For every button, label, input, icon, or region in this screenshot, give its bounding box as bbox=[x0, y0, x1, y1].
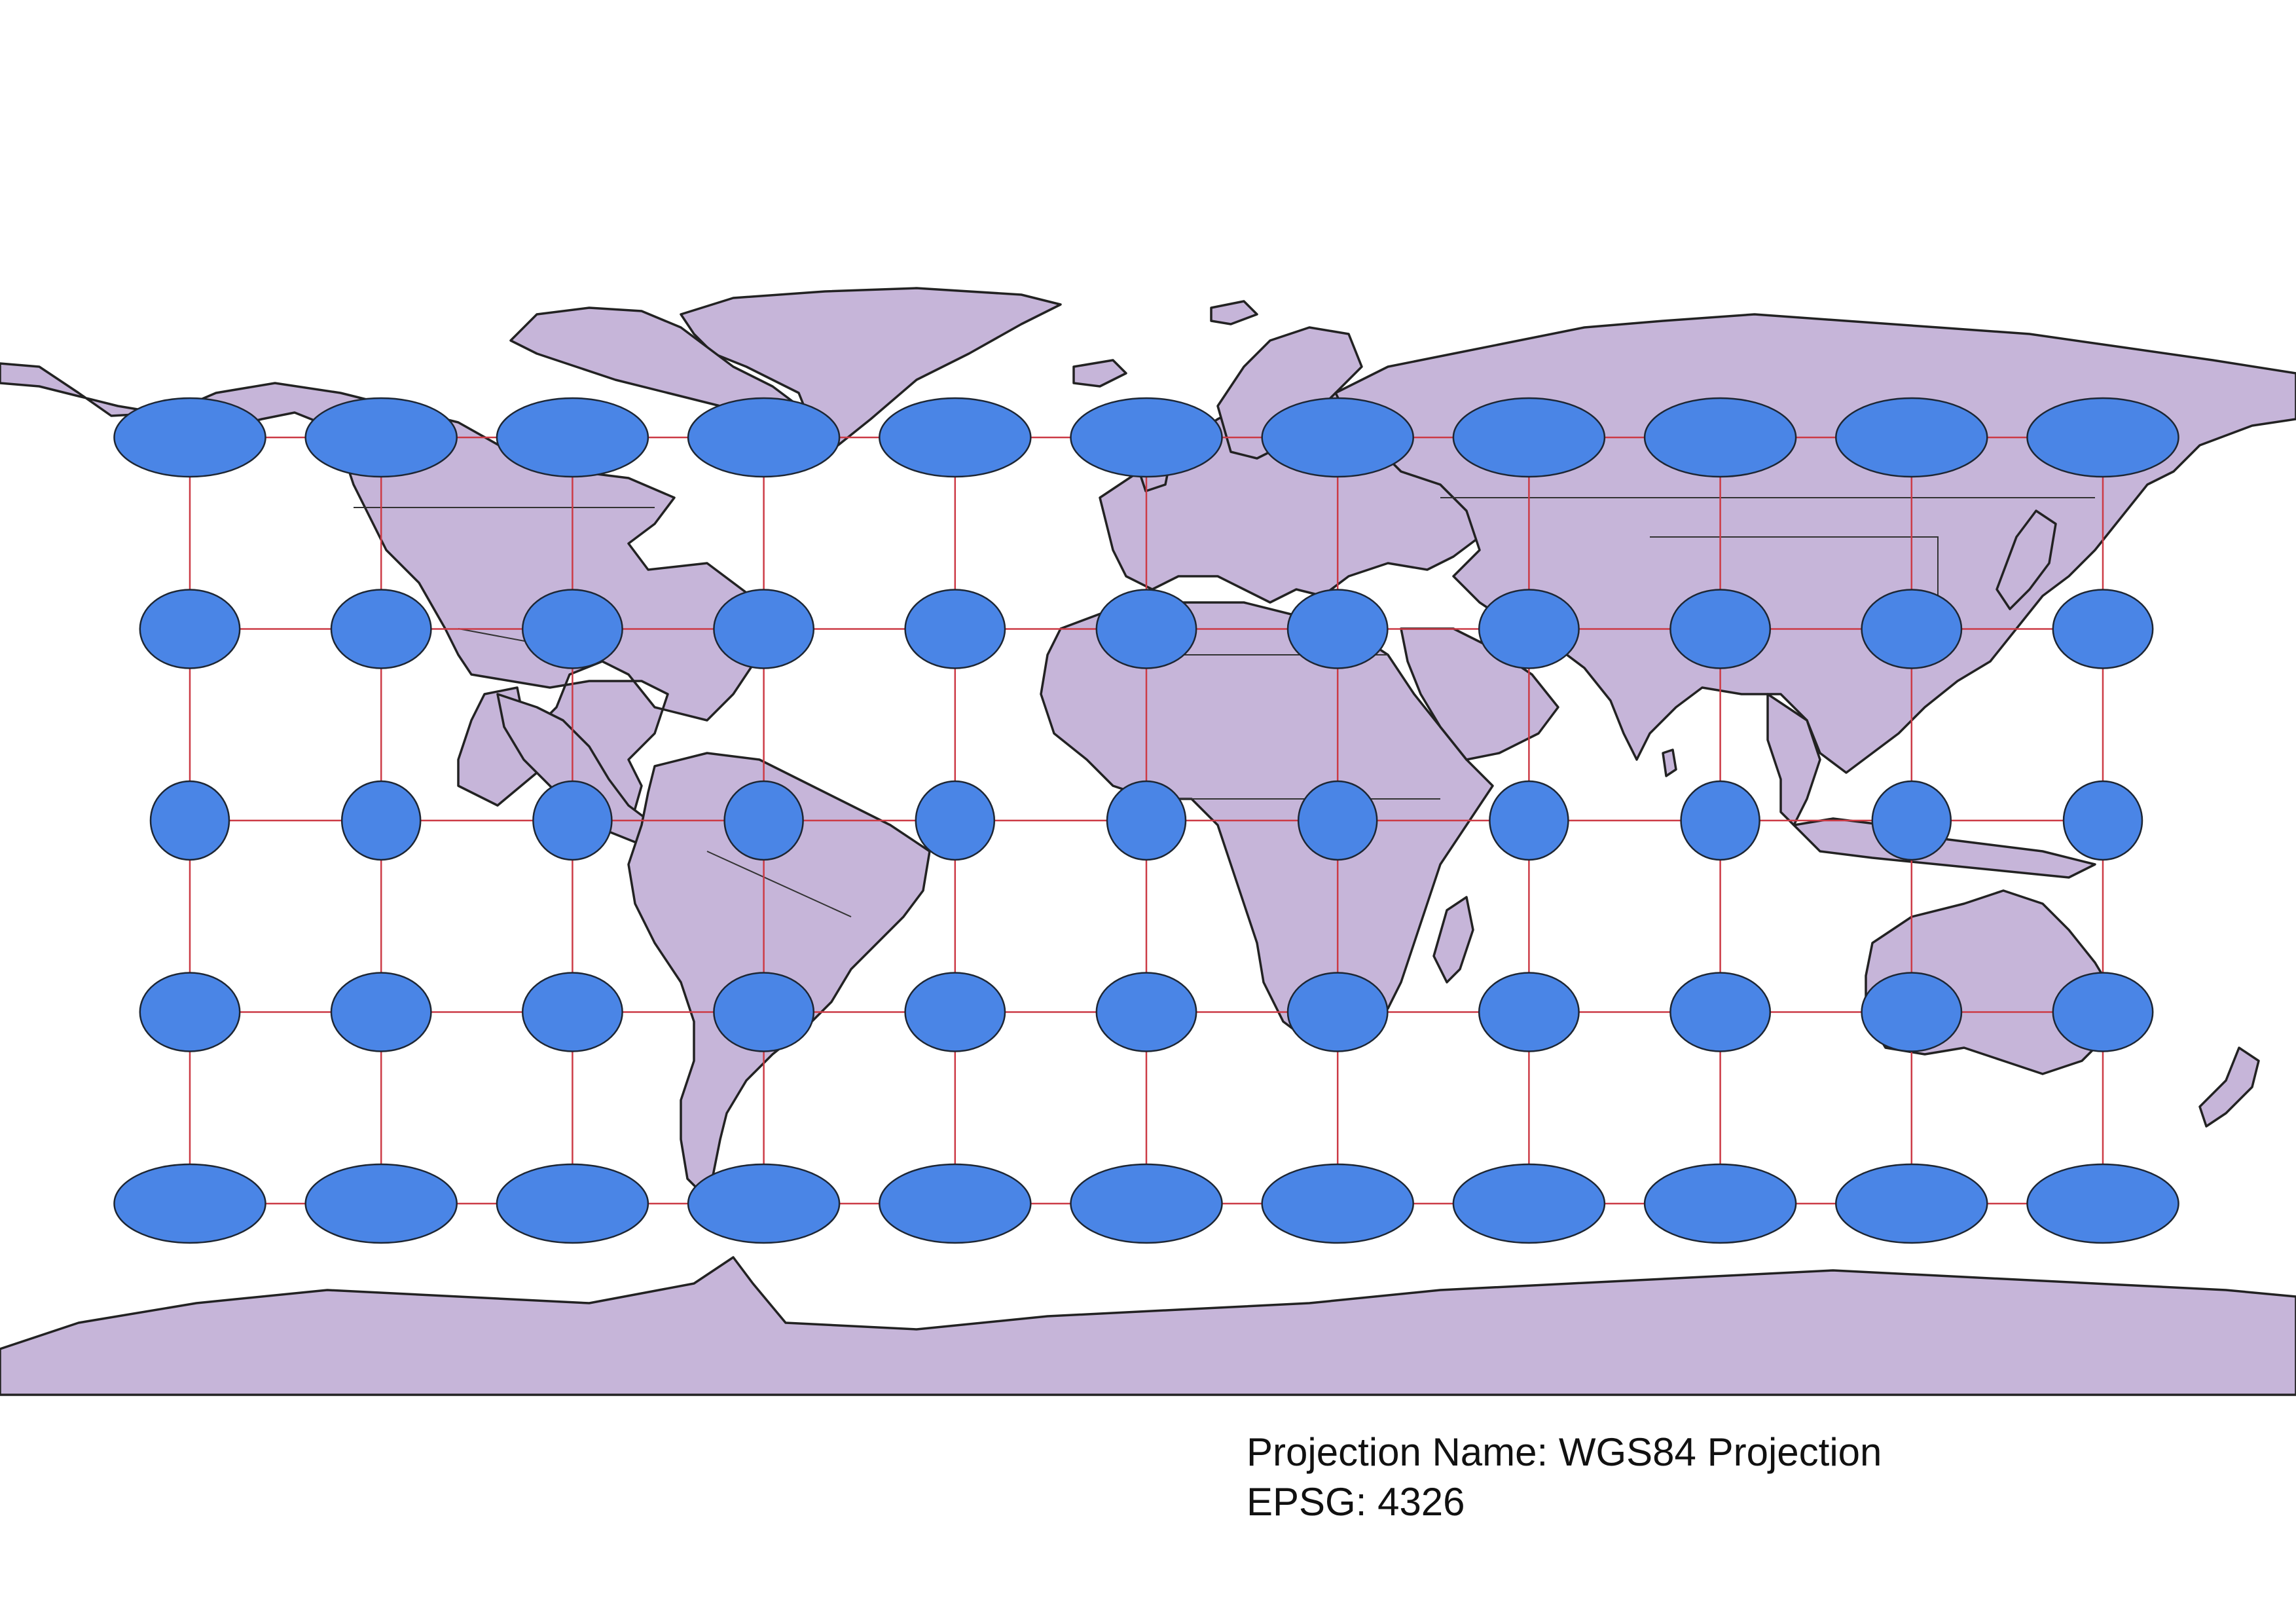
land-scandinavia bbox=[1216, 326, 1363, 460]
tissot-indicatrix bbox=[1861, 972, 1963, 1052]
border-south-america bbox=[706, 851, 852, 917]
tissot-indicatrix bbox=[1643, 397, 1797, 478]
tissot-indicatrix bbox=[496, 397, 649, 478]
tissot-indicatrix bbox=[532, 780, 613, 861]
tissot-indicatrix bbox=[1478, 589, 1580, 669]
tissot-indicatrix bbox=[139, 589, 241, 669]
epsg-code-label: EPSG: 4326 bbox=[1247, 1480, 1465, 1524]
tissot-indicatrix bbox=[304, 397, 458, 478]
tissot-indicatrix bbox=[713, 589, 815, 669]
tissot-indicatrix bbox=[1489, 780, 1569, 861]
tissot-indicatrix bbox=[1095, 589, 1197, 669]
tissot-indicatrix bbox=[2062, 780, 2143, 861]
tissot-indicatrix bbox=[1106, 780, 1187, 861]
tissot-indicatrix bbox=[1669, 972, 1772, 1052]
map-caption: Projection Name: WGS84 Projection EPSG: … bbox=[1247, 1428, 1882, 1527]
tissot-indicatrix bbox=[149, 780, 230, 861]
tissot-indicatrix bbox=[2052, 589, 2154, 669]
tissot-indicatrix bbox=[1261, 397, 1414, 478]
tissot-indicatrix bbox=[1680, 780, 1760, 861]
tissot-indicatrix bbox=[1297, 780, 1378, 861]
tissot-indicatrix bbox=[1261, 1163, 1414, 1244]
tissot-indicatrix bbox=[2026, 397, 2179, 478]
land-japan bbox=[1995, 509, 2057, 610]
tissot-indicatrix bbox=[1452, 1163, 1606, 1244]
tissot-indicatrix bbox=[1452, 397, 1606, 478]
tissot-indicatrices bbox=[113, 397, 2179, 1244]
tissot-indicatrix bbox=[904, 972, 1006, 1052]
tissot-indicatrix bbox=[1286, 972, 1389, 1052]
tissot-indicatrix bbox=[496, 1163, 649, 1244]
tissot-indicatrix bbox=[2026, 1163, 2179, 1244]
land-svalbard bbox=[1210, 300, 1258, 325]
tissot-indicatrix bbox=[915, 780, 996, 861]
tissot-indicatrix bbox=[2052, 972, 2154, 1052]
tissot-indicatrix bbox=[340, 780, 422, 861]
tissot-indicatrix bbox=[1835, 397, 1988, 478]
tissot-indicatrix bbox=[1070, 1163, 1223, 1244]
tissot-indicatrix bbox=[521, 589, 623, 669]
tissot-indicatrix bbox=[723, 780, 804, 861]
land-new-zealand bbox=[2198, 1046, 2260, 1128]
tissot-indicatrix bbox=[1478, 972, 1580, 1052]
tissot-indicatrix bbox=[330, 589, 432, 669]
tissot-indicatrix bbox=[1286, 589, 1389, 669]
tissot-indicatrix bbox=[113, 397, 266, 478]
tissot-indicatrix bbox=[1643, 1163, 1797, 1244]
tissot-indicatrix bbox=[879, 397, 1032, 478]
land-iceland bbox=[1072, 359, 1127, 388]
tissot-indicatrix bbox=[330, 972, 432, 1052]
tissot-indicatrix bbox=[879, 1163, 1032, 1244]
tissot-indicatrix bbox=[521, 972, 623, 1052]
land-greenland bbox=[680, 287, 1062, 447]
tissot-indicatrix bbox=[713, 972, 815, 1052]
tissot-indicatrix bbox=[1835, 1163, 1988, 1244]
tissot-indicatrix bbox=[1669, 589, 1772, 669]
tissot-indicatrix bbox=[139, 972, 241, 1052]
projection-name-label: Projection Name: WGS84 Projection bbox=[1247, 1430, 1882, 1474]
tissot-indicatrix bbox=[1871, 780, 1952, 861]
tissot-indicatrix bbox=[687, 397, 841, 478]
tissot-indicatrix bbox=[1070, 397, 1223, 478]
land-antarctica bbox=[0, 1256, 2296, 1396]
tissot-indicatrix bbox=[1095, 972, 1197, 1052]
tissot-indicatrix bbox=[1861, 589, 1963, 669]
tissot-indicatrix bbox=[904, 589, 1006, 669]
tissot-indicatrix bbox=[113, 1163, 266, 1244]
land-madagascar bbox=[1432, 896, 1474, 984]
tissot-indicatrix bbox=[687, 1163, 841, 1244]
tissot-indicatrix bbox=[304, 1163, 458, 1244]
land-sri-lanka bbox=[1662, 748, 1677, 777]
